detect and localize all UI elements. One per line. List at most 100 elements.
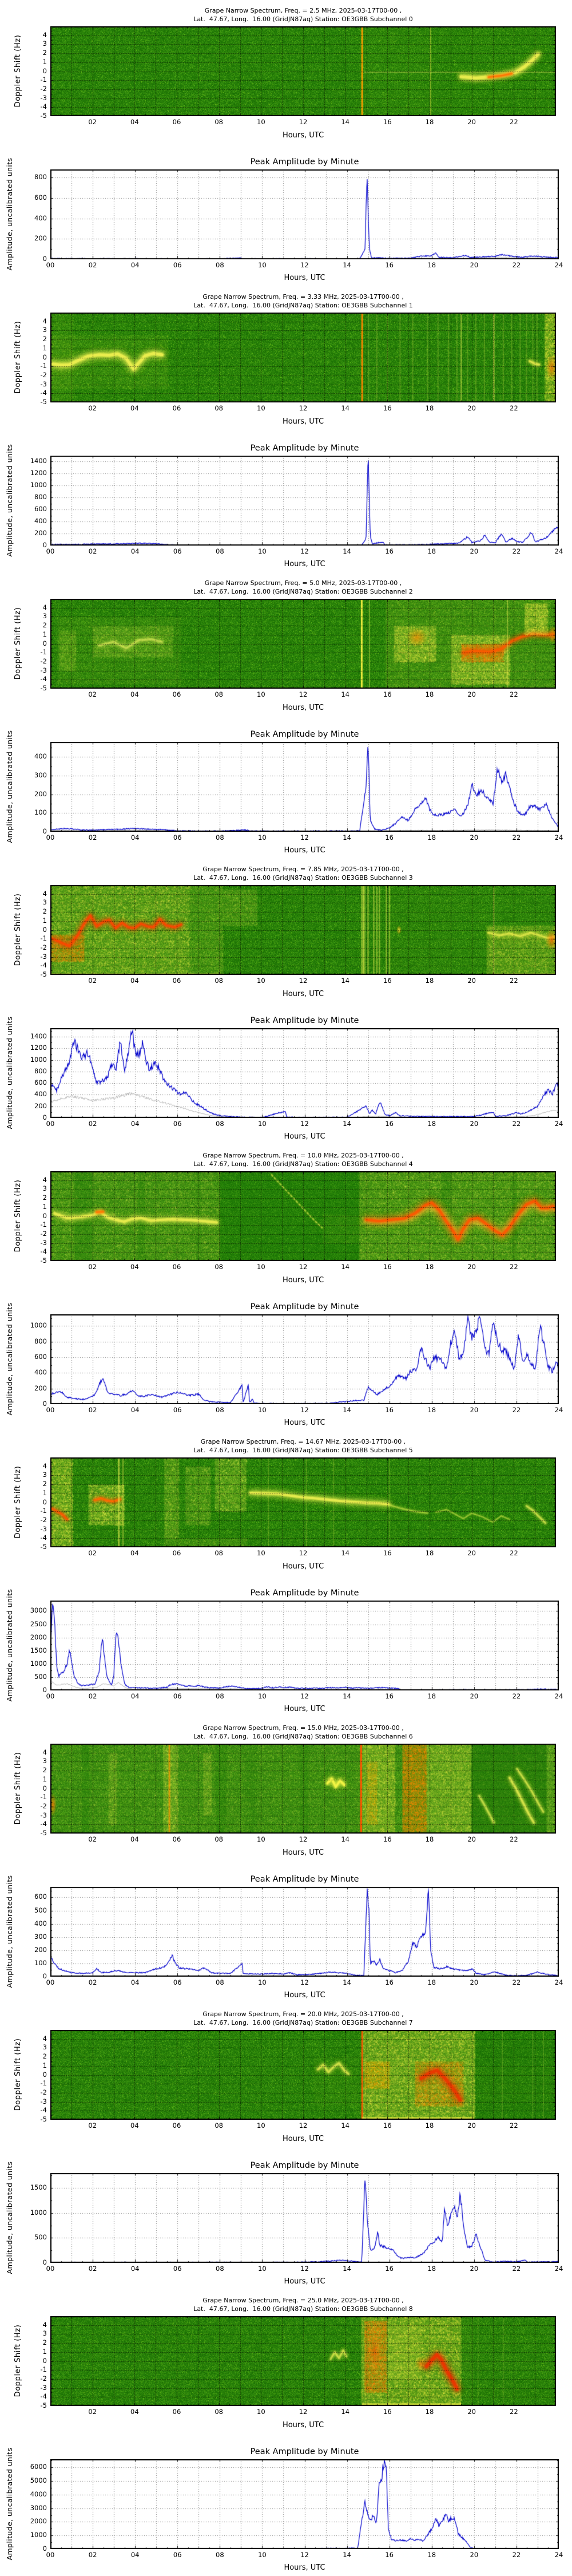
y-tick-label: 2 [42, 2052, 47, 2061]
x-tick-label: 04 [130, 1120, 140, 1128]
y-tick-label: 4 [42, 1175, 47, 1184]
y-tick-label: 500 [34, 2233, 47, 2242]
x-tick-label: 20 [470, 1692, 479, 1700]
x-tick-label: 04 [130, 690, 139, 698]
x-tick-label: 22 [512, 2265, 521, 2273]
x-tick-label: 10 [257, 404, 265, 412]
y-tick-label: 600 [34, 1893, 47, 1901]
x-tick-label: 08 [216, 261, 224, 269]
y-tick-label: 4 [42, 2320, 47, 2329]
spectrogram-subtitle: Lat. 47.67, Long. 16.00 (GridJN87aq) Sta… [193, 2019, 413, 2026]
y-tick-label: 1500 [30, 1646, 47, 1654]
x-tick-label: 10 [258, 2551, 267, 2559]
subchannel-panel-6: Grape Narrow Spectrum, Freq. = 15.0 MHz,… [0, 1717, 572, 2004]
y-tick-label: 1 [42, 1488, 47, 1497]
x-tick-label: 08 [214, 118, 223, 126]
spectrogram-figure-2: Grape Narrow Spectrum, Freq. = 5.0 MHz, … [0, 572, 572, 716]
hours-utc-axis-label: Hours, UTC [282, 990, 324, 998]
doppler-shift-axis-label: Doppler Shift (Hz) [14, 321, 22, 394]
y-tick-label: -2 [40, 1515, 47, 1524]
doppler-shift-axis-label: Doppler Shift (Hz) [14, 607, 22, 680]
y-tick-label: 3 [42, 1184, 47, 1193]
x-tick-label: 14 [343, 261, 351, 269]
x-tick-label: 22 [512, 833, 521, 841]
x-tick-label: 20 [470, 2551, 479, 2559]
hours-utc-axis-label: Hours, UTC [284, 1419, 325, 1427]
x-tick-label: 04 [130, 118, 139, 126]
amplitude-canvas [50, 1601, 559, 1690]
subchannel-panel-8: Grape Narrow Spectrum, Freq. = 25.0 MHz,… [0, 2290, 572, 2576]
x-tick-label: 02 [88, 1120, 97, 1128]
y-tick-label: -4 [40, 961, 47, 970]
y-tick-label: -2 [40, 2088, 47, 2096]
x-tick-label: 04 [130, 1406, 140, 1414]
x-tick-label: 12 [300, 261, 309, 269]
x-tick-label: 12 [299, 1835, 308, 1843]
x-tick-label: 08 [216, 1978, 224, 1986]
x-tick-label: 00 [46, 547, 55, 555]
x-tick-label: 12 [300, 1120, 309, 1128]
y-tick-label: 3 [42, 1471, 47, 1479]
y-tick-label: -1 [40, 1220, 47, 1229]
x-tick-label: 20 [467, 2121, 476, 2129]
amplitude-canvas [50, 2459, 559, 2549]
x-tick-label: 22 [512, 547, 521, 555]
x-tick-label: 18 [427, 1406, 436, 1414]
y-tick-label: -1 [40, 76, 47, 84]
y-tick-label: -3 [40, 2097, 47, 2105]
spectrogram-subtitle: Lat. 47.67, Long. 16.00 (GridJN87aq) Sta… [193, 1733, 413, 1740]
y-tick-label: 400 [34, 752, 47, 761]
y-tick-label: -3 [40, 1238, 47, 1247]
spectrogram-title: Grape Narrow Spectrum, Freq. = 25.0 MHz,… [202, 2297, 404, 2304]
x-tick-label: 22 [510, 977, 518, 985]
doppler-shift-axis-label: Doppler Shift (Hz) [14, 893, 22, 966]
y-tick-label: 400 [34, 517, 47, 526]
spectrogram-title: Grape Narrow Spectrum, Freq. = 2.5 MHz, … [204, 7, 402, 14]
x-tick-label: 16 [385, 1406, 394, 1414]
x-tick-label: 10 [258, 1406, 267, 1414]
amplitude-title: Peak Amplitude by Minute [250, 2447, 359, 2456]
x-tick-label: 00 [46, 833, 55, 841]
x-tick-label: 16 [383, 2121, 392, 2129]
y-tick-label: 2 [42, 621, 47, 630]
y-tick-label: -4 [40, 102, 47, 111]
amplitude-title: Peak Amplitude by Minute [250, 2161, 359, 2170]
x-tick-label: 22 [510, 1835, 518, 1843]
x-tick-label: 16 [383, 2408, 392, 2416]
y-tick-label: 0 [42, 255, 47, 263]
x-tick-label: 14 [343, 547, 351, 555]
x-tick-label: 06 [173, 1978, 182, 1986]
y-tick-label: 200 [34, 529, 47, 538]
spectrogram-canvas [50, 599, 556, 689]
y-tick-label: -2 [40, 1801, 47, 1810]
x-tick-label: 04 [130, 1263, 139, 1271]
y-tick-label: -3 [40, 2383, 47, 2392]
y-tick-label: 4 [42, 30, 47, 39]
x-tick-label: 16 [385, 1120, 394, 1128]
y-tick-label: 1 [42, 630, 47, 638]
x-tick-label: 02 [88, 1263, 97, 1271]
y-tick-label: -5 [40, 112, 47, 120]
y-tick-label: 0 [42, 639, 47, 647]
y-tick-label: -3 [40, 666, 47, 674]
x-tick-label: 12 [299, 2121, 308, 2129]
y-tick-label: 2 [42, 2338, 47, 2347]
y-tick-label: 200 [34, 1384, 47, 1392]
amplitude-figure-4: Peak Amplitude by Minute Amplitude, unca… [0, 1288, 572, 1431]
amplitude-axis-label: Amplitude, uncalibrated units [5, 1875, 14, 1988]
x-tick-label: 18 [425, 2408, 434, 2416]
y-tick-label: -3 [40, 93, 47, 102]
x-tick-label: 18 [425, 2121, 434, 2129]
x-tick-label: 04 [130, 2121, 139, 2129]
x-tick-label: 14 [341, 118, 349, 126]
x-tick-label: 06 [173, 261, 182, 269]
hours-utc-axis-label: Hours, UTC [282, 131, 324, 140]
x-tick-label: 22 [512, 1692, 521, 1700]
x-tick-label: 04 [130, 404, 139, 412]
x-tick-label: 06 [172, 1263, 181, 1271]
y-tick-label: 1000 [30, 1055, 47, 1064]
x-tick-label: 18 [427, 833, 436, 841]
hours-utc-axis-label: Hours, UTC [282, 1276, 324, 1285]
amplitude-canvas [50, 169, 559, 259]
amplitude-canvas [50, 742, 559, 832]
